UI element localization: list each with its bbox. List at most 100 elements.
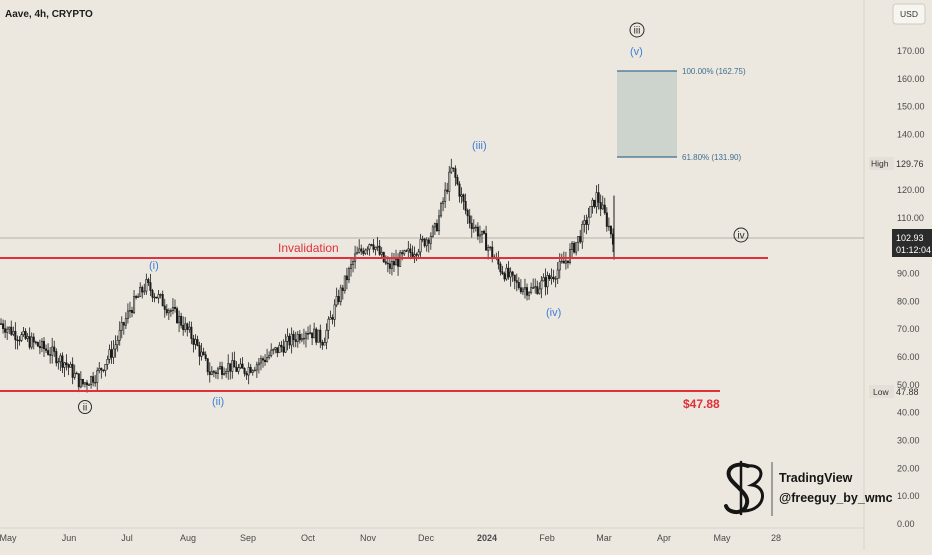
- candle-body: [104, 364, 107, 371]
- candle-body: [564, 260, 567, 264]
- candle-body: [122, 322, 125, 326]
- candle-body: [339, 287, 342, 303]
- candle-body: [124, 318, 127, 326]
- time-tick-label: Dec: [418, 533, 435, 543]
- candle-body: [67, 364, 70, 368]
- author-logo-icon: [724, 460, 764, 516]
- candle-body: [585, 220, 588, 225]
- candle-body: [212, 371, 215, 373]
- candle-body: [282, 346, 285, 353]
- candle-body: [216, 368, 219, 374]
- candle-body: [546, 275, 549, 288]
- candle-body: [454, 168, 457, 178]
- candle-body: [210, 371, 213, 375]
- candle-body: [38, 345, 41, 349]
- candle-body: [403, 250, 406, 255]
- candle-body: [470, 222, 473, 229]
- candle-body: [288, 335, 291, 346]
- svg-text:ii: ii: [83, 403, 87, 414]
- time-axis[interactable]: May Jun Jul Aug Sep Oct Nov Dec 2024 Feb Mar Apr May…: [0, 533, 781, 543]
- currency-button[interactable]: USD: [892, 3, 926, 25]
- time-tick-label: May: [0, 533, 17, 543]
- candle-body: [202, 351, 205, 356]
- wave-label-minor-ii: (ii): [212, 396, 224, 408]
- candle-body: [558, 261, 561, 271]
- candle-body: [233, 360, 236, 368]
- candle-body: [427, 239, 430, 244]
- candle-body: [63, 362, 66, 368]
- candle-body: [327, 318, 330, 331]
- wave-label-minor-iv: (iv): [546, 307, 561, 319]
- time-tick-label: Nov: [360, 533, 377, 543]
- candle-body: [141, 286, 144, 293]
- candle-body: [186, 323, 189, 330]
- candle-body: [292, 333, 295, 340]
- candle-body: [423, 238, 426, 247]
- candle-body: [176, 308, 179, 323]
- candle-body: [96, 370, 99, 383]
- candle-body: [534, 286, 537, 289]
- candle-body: [319, 329, 322, 343]
- candle-body: [607, 225, 610, 228]
- candle-body: [92, 376, 95, 383]
- candle-body: [16, 339, 19, 341]
- candle-body: [200, 351, 203, 357]
- price-tick-label: 30.00: [897, 436, 920, 446]
- candle-body: [116, 340, 119, 346]
- price-tick-label: 110.00: [897, 213, 924, 223]
- candle-body: [368, 244, 371, 250]
- candlestick-series: [0, 158, 615, 393]
- candle-body: [511, 271, 514, 276]
- candle-body: [151, 290, 154, 298]
- candle-body: [323, 342, 326, 346]
- fib-projection-box[interactable]: 100.00% (162.75) 61.80% (131.90): [617, 67, 746, 162]
- candle-body: [153, 296, 156, 299]
- price-tick-label: 170.00: [897, 46, 925, 56]
- candle-body: [145, 279, 148, 292]
- candle-body: [184, 323, 187, 331]
- candle-body: [65, 362, 68, 366]
- candle-body: [42, 341, 46, 350]
- time-tick-label: May: [713, 533, 731, 543]
- low-label: Low: [873, 387, 889, 397]
- last-price-countdown: 01:12:04: [896, 245, 931, 255]
- candle-body: [566, 260, 569, 264]
- author-watermark: TradingView @freeguy_by_wmc: [724, 460, 893, 516]
- candle-body: [568, 249, 572, 264]
- candle-body: [364, 249, 367, 254]
- candle-body: [591, 199, 594, 207]
- candle-body: [51, 346, 54, 356]
- candle-body: [538, 288, 541, 294]
- candle-body: [464, 201, 467, 211]
- candle-body: [552, 276, 555, 280]
- candle-body: [276, 347, 279, 354]
- price-tick-label: 120.00: [897, 185, 925, 195]
- high-price-badge: High 129.76: [869, 157, 924, 170]
- watermark-brand: TradingView: [779, 471, 853, 485]
- candle-body: [255, 364, 258, 371]
- candle-body: [446, 189, 449, 192]
- candle-body: [599, 202, 602, 210]
- candle-body: [268, 355, 271, 358]
- candle-body: [544, 277, 547, 288]
- candle-body: [223, 373, 226, 375]
- candle-body: [173, 307, 177, 309]
- candle-body: [294, 339, 297, 342]
- chart-title: Aave, 4h, CRYPTO: [5, 9, 93, 20]
- candle-body: [286, 335, 289, 342]
- candle-body: [143, 290, 146, 293]
- candle-body: [225, 371, 228, 374]
- wave-label-circled-iv: iv: [733, 227, 749, 243]
- candle-body: [575, 242, 578, 253]
- candle-body: [450, 167, 453, 173]
- watermark-handle: @freeguy_by_wmc: [779, 491, 893, 505]
- candle-body: [519, 287, 522, 293]
- candle-body: [380, 251, 383, 255]
- candle-body: [272, 349, 275, 351]
- candle-body: [102, 369, 105, 372]
- price-axis[interactable]: 0.00 10.00 20.00 30.00 40.00 50.00 60.00 70.00 8…: [897, 46, 925, 529]
- candle-body: [374, 246, 377, 250]
- candle-body: [259, 358, 262, 364]
